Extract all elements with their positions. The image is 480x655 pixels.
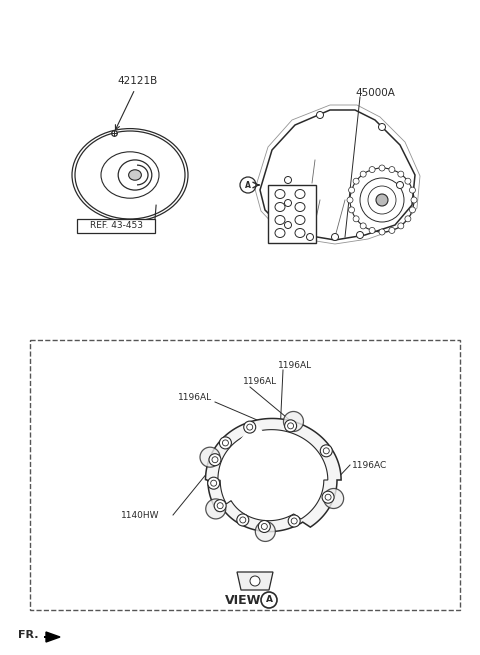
Circle shape: [322, 491, 334, 503]
Text: 1196AC: 1196AC: [352, 460, 388, 470]
Bar: [30, 340, 460, 610]
Circle shape: [206, 499, 226, 519]
Text: REF. 43-453: REF. 43-453: [89, 221, 143, 231]
Text: 1196AL: 1196AL: [243, 377, 277, 386]
Circle shape: [353, 215, 359, 222]
Circle shape: [250, 576, 260, 586]
Circle shape: [409, 207, 415, 213]
Circle shape: [288, 515, 300, 527]
Text: 42121B: 42121B: [118, 76, 158, 86]
Circle shape: [237, 514, 249, 526]
Circle shape: [285, 221, 291, 229]
Circle shape: [244, 421, 256, 433]
Polygon shape: [218, 430, 328, 521]
Circle shape: [285, 200, 291, 206]
Circle shape: [369, 166, 375, 172]
Circle shape: [258, 521, 270, 533]
Circle shape: [353, 178, 359, 184]
Circle shape: [285, 420, 297, 432]
Circle shape: [357, 231, 363, 238]
Circle shape: [285, 176, 291, 183]
Polygon shape: [236, 422, 274, 444]
Bar: [268, 185, 316, 243]
Circle shape: [369, 227, 375, 233]
Circle shape: [332, 233, 338, 240]
Text: 1196AL: 1196AL: [178, 394, 212, 403]
Circle shape: [398, 223, 404, 229]
Circle shape: [324, 489, 344, 508]
Circle shape: [360, 223, 366, 229]
Circle shape: [316, 111, 324, 119]
Circle shape: [379, 124, 385, 130]
Circle shape: [307, 233, 313, 240]
Text: 45000A: 45000A: [355, 88, 395, 98]
Circle shape: [347, 197, 353, 203]
Text: VIEW: VIEW: [225, 593, 261, 607]
Circle shape: [348, 187, 355, 193]
Circle shape: [379, 165, 385, 171]
Circle shape: [360, 171, 366, 177]
Text: FR.: FR.: [18, 630, 38, 640]
Circle shape: [405, 178, 411, 184]
Ellipse shape: [129, 170, 142, 180]
Circle shape: [396, 181, 404, 189]
Circle shape: [376, 194, 388, 206]
Circle shape: [200, 447, 220, 467]
Bar: [77, 219, 155, 233]
Text: A: A: [265, 595, 273, 605]
Circle shape: [348, 207, 355, 213]
Circle shape: [389, 227, 395, 233]
Text: 1196AL: 1196AL: [278, 360, 312, 369]
Circle shape: [284, 411, 303, 432]
Circle shape: [214, 500, 226, 512]
Polygon shape: [205, 419, 341, 532]
Circle shape: [389, 166, 395, 172]
Circle shape: [405, 215, 411, 222]
Circle shape: [411, 197, 417, 203]
Circle shape: [208, 477, 220, 489]
FancyArrow shape: [44, 632, 60, 642]
Circle shape: [255, 521, 276, 542]
Polygon shape: [237, 572, 273, 590]
Circle shape: [320, 445, 332, 457]
Text: A: A: [245, 181, 251, 189]
Circle shape: [219, 437, 231, 449]
Circle shape: [409, 187, 415, 193]
Circle shape: [379, 229, 385, 235]
Circle shape: [209, 454, 221, 466]
Text: 1140HW: 1140HW: [121, 510, 159, 519]
Circle shape: [398, 171, 404, 177]
